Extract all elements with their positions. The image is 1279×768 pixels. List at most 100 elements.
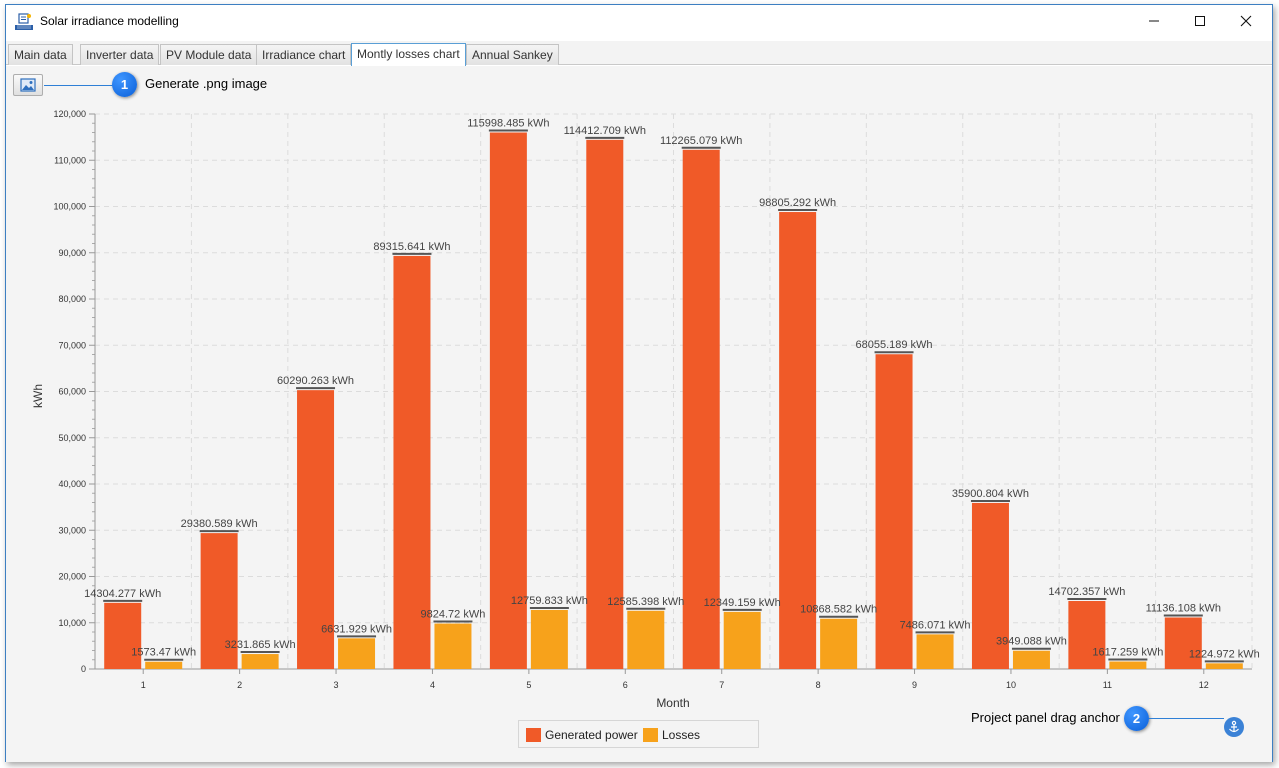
callout-1-badge: 1 [112,72,137,97]
minimize-icon [1149,20,1159,22]
x-tick-label: 9 [912,680,917,690]
bar-losses [1109,661,1147,669]
data-label-generated: 11136.108 kWh [1146,602,1221,614]
bar-generated-power [971,502,1009,669]
data-label-losses: 10868.582 kWh [800,604,877,616]
bar-generated-power [779,212,817,670]
maximize-icon [1195,16,1205,26]
tab-montly-losses-chart[interactable]: Montly losses chart [351,43,466,66]
bar-losses [434,623,472,669]
bar-losses [723,611,761,669]
bar-generated-power [200,533,238,669]
x-tick-label: 12 [1199,680,1209,690]
window-title: Solar irradiance modelling [40,14,179,28]
bar-losses [916,634,954,669]
data-label-generated: 112265.079 kWh [660,135,742,147]
monthly-losses-chart: 0 10,000 20,000 30,000 40,000 50,000 60,000 70,… [31,109,1260,710]
data-label-losses: 1224.972 kWh [1189,648,1260,660]
x-axis-title: Month [656,696,689,710]
legend-label-losses: Losses [662,728,701,742]
y-tick-label: 60,000 [58,387,86,397]
data-label-generated: 14304.277 kWh [84,588,161,600]
tab-pv-module-data[interactable]: PV Module data [160,44,258,65]
data-label-losses: 12759.833 kWh [511,595,588,607]
data-label-generated: 115998.485 kWh [467,118,549,130]
legend-label-generated: Generated power [545,728,638,742]
image-icon [20,78,36,92]
data-label-losses: 7486.071 kWh [900,619,971,631]
bar-losses [627,610,665,669]
y-tick-label: 110,000 [54,155,86,165]
y-tick-label: 50,000 [58,433,86,443]
tab-bar: Main data Inverter data PV Module data I… [6,41,1272,66]
data-label-generated: 60290.263 kWh [277,375,354,387]
bar-generated-power [297,390,335,669]
y-tick-label: 0 [81,664,86,674]
bar-generated-power [1068,601,1106,669]
maximize-button[interactable] [1177,5,1223,37]
callout-2-badge: 2 [1124,706,1149,731]
data-label-generated: 68055.189 kWh [856,339,933,351]
project-panel-drag-anchor[interactable] [1224,717,1244,737]
generate-png-button[interactable] [13,74,43,96]
x-tick-label: 4 [430,680,435,690]
data-label-generated: 35900.804 kWh [952,488,1029,500]
bar-losses [1205,663,1243,669]
legend-swatch-losses [643,728,658,742]
x-tick-label: 11 [1103,680,1112,690]
data-label-losses: 6631.929 kWh [321,623,392,635]
x-tick-label: 3 [334,680,339,690]
data-label-generated: 114412.709 kWh [564,125,646,137]
x-tick-label: 10 [1006,680,1016,690]
minimize-button[interactable] [1131,5,1177,37]
anchor-icon [1229,720,1239,733]
data-label-losses: 1573.47 kWh [131,647,196,659]
data-label-losses: 1617.259 kWh [1092,647,1163,659]
tab-inverter-data[interactable]: Inverter data [80,44,160,65]
bar-losses [530,609,568,669]
data-label-losses: 9824.72 kWh [421,609,486,621]
y-tick-label: 20,000 [58,572,86,582]
data-label-generated: 98805.292 kWh [759,197,836,209]
x-tick-label: 6 [623,680,628,690]
callout-2-line [1149,718,1224,719]
y-axis-title: kWh [31,384,45,408]
chart-panel: 1 Generate .png image 0 10,000 20,000 30,00… [6,66,1272,762]
y-tick-label: 100,000 [53,202,86,212]
callout-1-text: Generate .png image [145,76,268,91]
title-bar[interactable]: Solar irradiance modelling [6,5,1272,39]
y-tick-label: 40,000 [58,479,86,489]
data-label-generated: 29380.589 kWh [181,518,258,530]
tab-irradiance-chart[interactable]: Irradiance chart [256,44,352,65]
data-label-losses: 3231.865 kWh [225,639,296,651]
x-tick-label: 2 [237,680,242,690]
bar-losses [338,638,376,669]
tab-annual-sankey[interactable]: Annual Sankey [466,44,559,65]
x-tick-label: 5 [526,680,531,690]
close-icon [1240,15,1252,27]
bar-losses [241,654,279,669]
app-window: Solar irradiance modelling Main data Inv… [5,4,1273,762]
y-tick-label: 10,000 [58,618,86,628]
callout-2-text: Project panel drag anchor [971,710,1120,725]
chart-legend: Generated power Losses [518,720,759,748]
x-tick-label: 1 [141,680,146,690]
legend-swatch-generated [526,728,541,742]
data-label-generated: 89315.641 kWh [373,241,450,253]
bar-generated-power [489,132,527,669]
tab-main-data[interactable]: Main data [8,44,73,65]
data-label-losses: 12349.159 kWh [704,597,781,609]
callout-1-line [44,85,114,86]
bar-generated-power [1164,617,1202,669]
bar-generated-power [586,139,624,670]
bar-generated-power [104,602,142,669]
data-label-generated: 14702.357 kWh [1048,586,1125,598]
bar-losses [820,618,858,669]
y-tick-label: 30,000 [58,525,86,535]
y-tick-label: 70,000 [58,340,86,350]
y-tick-label: 80,000 [58,294,86,304]
bar-generated-power [875,354,913,669]
bar-generated-power [393,255,431,669]
bar-losses [1012,650,1050,669]
close-button[interactable] [1223,5,1269,37]
